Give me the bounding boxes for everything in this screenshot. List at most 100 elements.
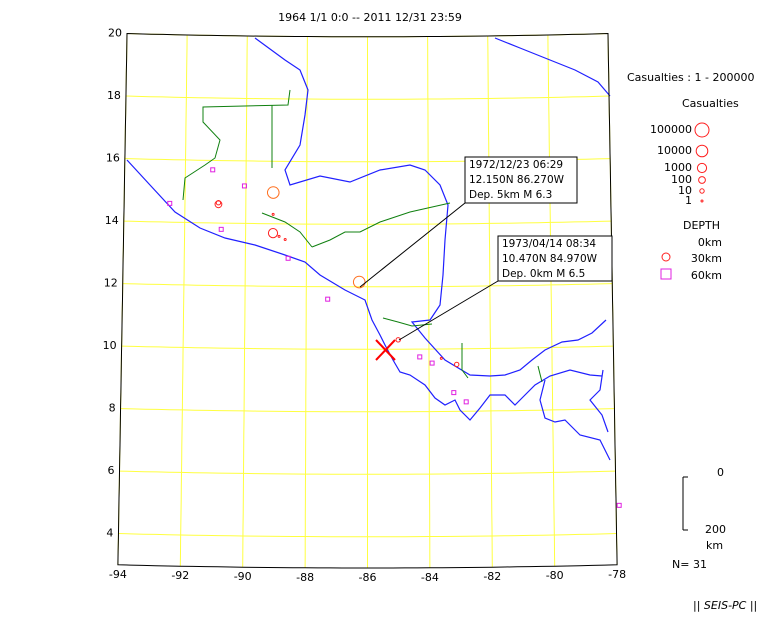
epicenter — [271, 212, 275, 216]
lon-label: -84 — [421, 571, 439, 584]
depth-label: 0 — [717, 466, 724, 479]
lon-label: -94 — [109, 568, 127, 581]
map-title: 1964 1/1 0:0 -- 2011 12/31 23:59 — [278, 11, 462, 24]
lat-label: 14 — [105, 214, 119, 227]
x-mark — [375, 339, 396, 361]
lat-label: 10 — [103, 339, 117, 352]
size-symbol — [694, 122, 710, 138]
epicenter — [266, 186, 280, 199]
lon-label: -90 — [234, 570, 252, 583]
borders — [182, 89, 543, 383]
coastlines — [126, 37, 611, 461]
caribbean-coast-2 — [589, 369, 609, 433]
callout-box — [497, 235, 613, 282]
lon-label: -88 — [296, 571, 314, 584]
epicenter — [210, 167, 216, 173]
epicenter — [463, 399, 469, 405]
epicenter — [218, 226, 224, 232]
size-label: 100000 — [650, 123, 692, 136]
depth-item-label: 30km — [691, 252, 722, 265]
events — [167, 167, 622, 508]
epicenter — [283, 238, 287, 242]
epicenter — [241, 183, 247, 189]
epicenter — [439, 356, 443, 360]
lon-line — [304, 36, 308, 568]
size-symbol — [696, 162, 708, 174]
callout-text: 12.150N 86.270W — [469, 174, 565, 186]
legend: Casualties : 1 - 200000 Casualties DEPTH… — [627, 71, 754, 571]
callout: 1972/12/23 06:29 12.150N 86.270W Dep. 5k… — [359, 156, 578, 288]
depth-item-label: 0km — [698, 236, 722, 249]
highlight-x — [375, 339, 396, 361]
lon-line — [487, 35, 493, 568]
size-label: 100 — [671, 173, 692, 186]
epicenter — [451, 390, 457, 396]
callout-text: Dep. 0km M 6.5 — [502, 268, 585, 280]
leader-line — [398, 280, 499, 341]
epicenter — [616, 502, 622, 508]
lat-label: 18 — [107, 89, 121, 102]
frame-border — [117, 32, 618, 569]
epicenter — [395, 337, 401, 343]
callout: 1973/04/14 08:34 10.470N 84.970W Dep. 0k… — [398, 235, 613, 341]
depth-symbol — [660, 268, 672, 280]
depth-symbol — [661, 252, 671, 262]
depth-item-label: 60km — [691, 269, 722, 282]
epicenter — [277, 234, 281, 238]
epicenter — [429, 360, 435, 366]
lon-label: -80 — [546, 569, 564, 582]
callout-box — [464, 156, 578, 204]
pacific-coast — [126, 159, 603, 421]
lat-label: 8 — [109, 402, 116, 415]
depth-label: 200 — [705, 523, 726, 536]
lat-label: 16 — [106, 152, 120, 165]
epicenter — [215, 200, 222, 206]
border — [461, 343, 469, 379]
size-symbol — [699, 188, 705, 194]
legend-title: DEPTH — [683, 219, 720, 232]
lat-label: 4 — [106, 527, 113, 540]
size-label: 1 — [685, 194, 692, 207]
border — [311, 202, 451, 248]
lat-label: 6 — [108, 464, 115, 477]
size-label: 10 — [678, 184, 692, 197]
size-symbol — [700, 199, 704, 203]
epicenter — [167, 200, 173, 206]
lon-line — [547, 34, 556, 567]
epicenter — [417, 354, 423, 360]
size-label: 10000 — [657, 144, 692, 157]
legend-range: Casualties : 1 - 200000 — [627, 71, 754, 84]
epicenter — [325, 296, 331, 302]
lat-label: 12 — [104, 277, 118, 290]
size-label: 1000 — [664, 161, 692, 174]
lon-label: -78 — [608, 568, 626, 581]
map-frame: 4 6 8 10 12 14 16 18 20 -94 -92 -90 -88 -86 -84 -82 -80 -… — [103, 27, 626, 584]
lon-line — [179, 34, 188, 567]
lon-line — [242, 35, 248, 568]
footer: || SEIS-PC || — [693, 599, 757, 612]
callout-text: 10.470N 84.970W — [502, 253, 598, 265]
colombia-coast — [539, 379, 611, 461]
cuba-coast — [494, 37, 611, 97]
callout-text: 1972/12/23 06:29 — [469, 159, 563, 171]
epicenter — [267, 228, 279, 239]
lon-label: -82 — [483, 570, 501, 583]
epicenter — [454, 361, 460, 368]
graticule — [117, 33, 618, 568]
callout-text: Dep. 5km M 6.3 — [469, 189, 552, 201]
border — [382, 317, 433, 327]
epicenter — [285, 255, 291, 261]
border — [261, 212, 313, 248]
caribbean-coast — [254, 37, 607, 377]
lon-line — [427, 36, 431, 568]
lon-label: -86 — [359, 571, 377, 584]
border — [537, 365, 543, 383]
depth-unit: km — [706, 539, 723, 552]
legend-title: Casualties — [682, 97, 739, 110]
epicenter — [352, 275, 366, 289]
lon-label: -92 — [171, 569, 189, 582]
border — [182, 89, 291, 201]
leader-line — [359, 202, 466, 288]
lat-label: 20 — [108, 27, 122, 40]
